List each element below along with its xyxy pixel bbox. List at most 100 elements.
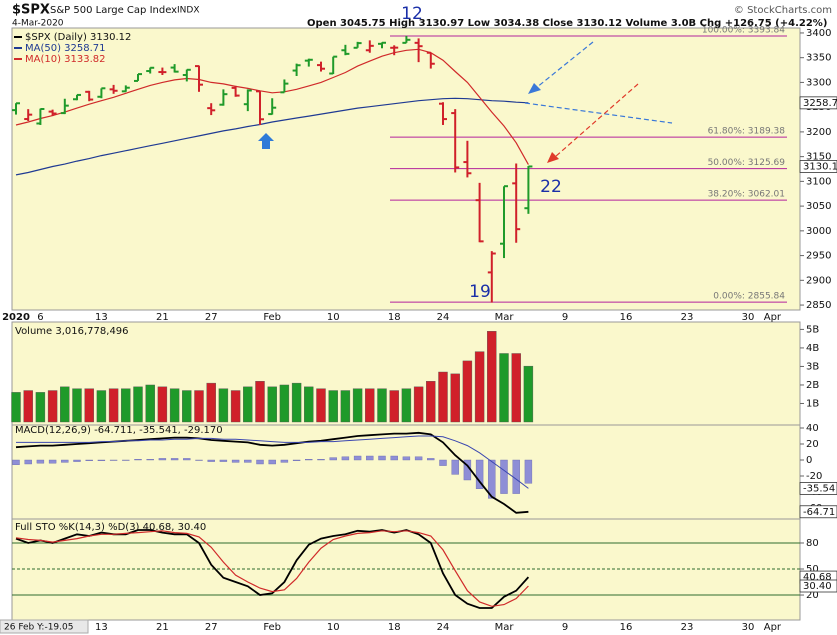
- histogram-bar: [170, 458, 179, 461]
- histogram-bar: [85, 459, 93, 462]
- x-tick-label: 27: [205, 622, 218, 633]
- histogram-bar: [390, 455, 398, 461]
- y-tick-label: 2850: [806, 300, 831, 311]
- volume-bar: [523, 365, 534, 423]
- value-tag-box: [799, 160, 837, 173]
- histogram-bar: [341, 456, 350, 461]
- histogram-bar: [305, 459, 313, 461]
- drawings: [258, 41, 673, 163]
- x-tick-label: Mar: [495, 622, 515, 633]
- value-tag-box: [799, 505, 837, 519]
- y-tick-label: 50: [806, 564, 819, 575]
- series-line: [15, 97, 529, 176]
- annotation: 22: [540, 177, 562, 197]
- histogram-bar: [122, 459, 130, 461]
- y-tick-label: 2900: [806, 275, 831, 286]
- y-tick-label: 3100: [806, 176, 831, 187]
- histogram-bar: [402, 456, 411, 461]
- value-tag-box: [799, 96, 837, 110]
- arrow: [554, 83, 639, 158]
- volume-bar: [474, 351, 485, 423]
- y-tick-label: 40: [806, 423, 819, 434]
- volume-bar: [450, 373, 460, 423]
- histogram-bar: [36, 459, 45, 464]
- value-tag: 40.68: [803, 572, 832, 583]
- volume-bar: [499, 353, 509, 423]
- x-tick-label: 16: [620, 312, 633, 323]
- x-tick-label: 23: [681, 312, 694, 323]
- volume-bar: [194, 390, 204, 423]
- arrow-head: [528, 83, 541, 94]
- up-arrow: [258, 133, 274, 149]
- volume-bar: [145, 384, 155, 423]
- value-tag: -64.71: [803, 507, 835, 518]
- histogram-bar: [183, 458, 191, 461]
- volume-bar: [426, 381, 436, 423]
- sto-panel: [11, 518, 801, 621]
- histogram-bar: [512, 459, 520, 494]
- volume-bar: [352, 388, 363, 423]
- arrow-head: [547, 152, 559, 163]
- volume-bar: [84, 388, 94, 423]
- annotation: 12: [401, 4, 423, 24]
- level-label: 0.00%: 2855.84: [713, 292, 785, 302]
- legend-entry: MA(10) 3133.82: [25, 54, 106, 65]
- histogram-bar: [207, 459, 215, 462]
- y-tick-label: 1B: [806, 398, 819, 409]
- histogram-bar: [73, 459, 81, 462]
- x-tick-label: 18: [388, 312, 401, 323]
- volume-bar: [23, 390, 33, 423]
- legend-entry: MA(50) 3258.71: [25, 43, 106, 54]
- histogram-bar: [439, 459, 447, 466]
- histogram-bar: [292, 459, 301, 462]
- y-tick-label: 3200: [806, 127, 831, 138]
- histogram-bar: [317, 459, 325, 461]
- cursor-readout: 26 Feb Y:-19.05: [4, 623, 73, 633]
- histogram-bar: [366, 455, 374, 461]
- series-line: [15, 48, 529, 165]
- histogram-bar: [475, 459, 484, 489]
- x-tick-label: 21: [156, 622, 169, 633]
- histogram-bar: [97, 459, 106, 462]
- y-tick-label: 2950: [806, 251, 831, 262]
- y-tick-label: 20: [806, 439, 819, 450]
- volume-bar: [11, 392, 21, 423]
- x-tick-label: 13: [95, 312, 108, 323]
- histogram-bar: [158, 458, 167, 461]
- y-tick-label: 3000: [806, 226, 831, 237]
- x-tick-label: Apr: [764, 622, 782, 633]
- series-line: [15, 431, 529, 514]
- volume-bar: [133, 386, 143, 423]
- histogram-bar: [500, 459, 508, 494]
- x-tick-label: Mar: [495, 312, 515, 323]
- exchange: INDX: [177, 6, 199, 16]
- y-tick-label: 3B: [806, 361, 819, 372]
- histogram-bar: [329, 457, 337, 461]
- security-name: S&P 500 Large Cap Index: [50, 5, 177, 16]
- volume-bar: [182, 390, 192, 423]
- volume-bar: [487, 331, 497, 423]
- histogram-bar: [244, 459, 252, 463]
- copyright: © StockCharts.com: [734, 5, 832, 16]
- x-tick-label: 24: [437, 312, 450, 323]
- y-tick-label: 80: [806, 538, 819, 549]
- panel-title: Full STO %K(14,3) %D(3) 40.68, 30.40: [15, 522, 206, 533]
- panel-title: Volume 3,016,778,496: [15, 326, 129, 337]
- volume-bar: [304, 386, 314, 423]
- x-tick-label: 23: [681, 622, 694, 633]
- volume-bar: [47, 390, 58, 423]
- x-tick-label: 9: [562, 312, 568, 323]
- panel-title: MACD(12,26,9) -64.711, -35.541, -29.170: [15, 425, 223, 436]
- volume-bar: [108, 388, 119, 423]
- quote: Open 3045.75 High 3130.97 Low 3034.38 Cl…: [307, 18, 827, 29]
- date: 4-Mar-2020: [12, 19, 64, 29]
- volume-bar: [462, 360, 473, 423]
- x-tick-label: 18: [388, 622, 401, 633]
- x-tick-label: 10: [327, 312, 340, 323]
- volume-bar: [267, 386, 277, 423]
- volume-bar: [230, 390, 241, 423]
- x-tick-label: 30: [742, 312, 755, 323]
- series-line: [15, 530, 529, 607]
- x-tick-label: 10: [327, 622, 340, 633]
